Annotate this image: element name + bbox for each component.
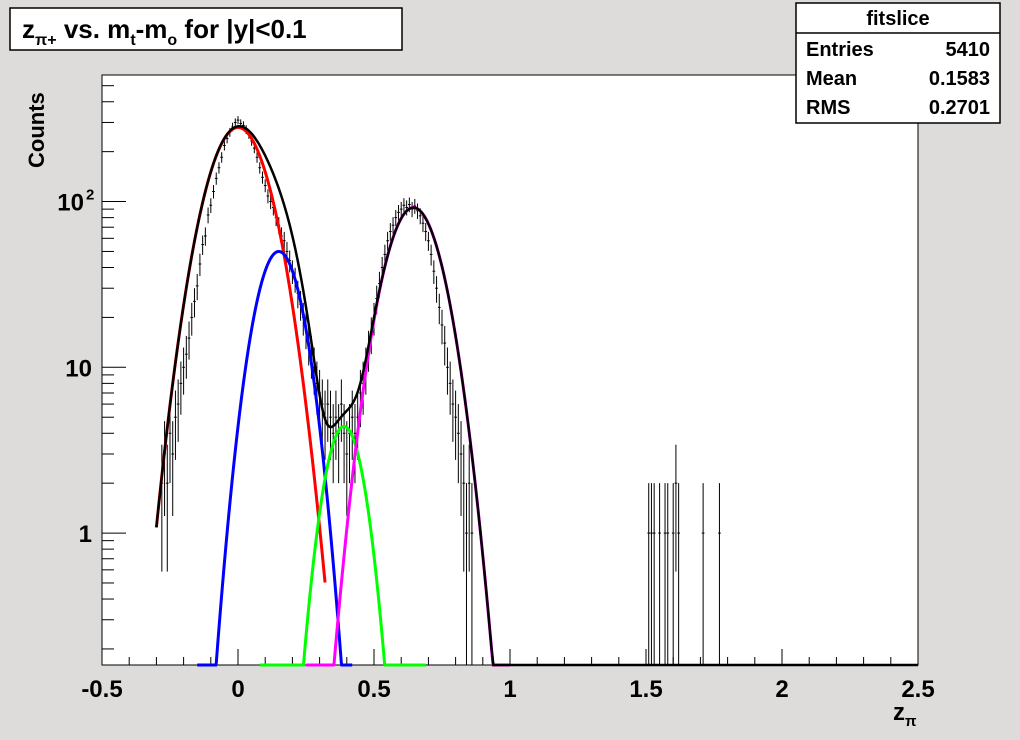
x-tick-label: -0.5 (81, 676, 122, 703)
fit-component-2 (197, 249, 353, 667)
x-tick-label: 2 (775, 676, 788, 703)
x-tick-label: 1 (503, 676, 516, 703)
chart-title: zπ+ vs. mt-mo for |y|<0.1 (22, 14, 307, 49)
stats-mean-label: Mean (806, 68, 857, 90)
fit-component-3 (259, 424, 426, 667)
fit-curves (154, 125, 918, 667)
y-axis-label: Counts (24, 92, 49, 168)
x-axis-label: zπ (893, 699, 917, 730)
x-tick-label: 2.5 (901, 676, 934, 703)
stats-entries-value: 5410 (946, 39, 991, 61)
stats-mean-value: 0.1583 (929, 68, 990, 90)
x-tick-label: 1.5 (629, 676, 662, 703)
x-tick-label: 0 (231, 676, 244, 703)
y-tick-label: 10 (57, 190, 84, 217)
y-tick-label: 10 (65, 355, 92, 382)
stats-rms-value: 0.2701 (929, 97, 990, 119)
chart-title-box: zπ+ vs. mt-mo for |y|<0.1 (9, 7, 403, 51)
y-tick-label-exponent: 2 (86, 187, 94, 204)
plot-frame (101, 74, 919, 666)
total-fit-curve (155, 125, 918, 667)
x-tick-label: 0.5 (357, 676, 390, 703)
y-tick-label: 1 (79, 521, 92, 548)
stats-box-title: fitslice (866, 8, 929, 30)
stats-box: fitslice Entries 5410 Mean 0.1583 RMS 0.… (795, 2, 1001, 124)
stats-entries-label: Entries (806, 39, 874, 61)
stats-rms-label: RMS (806, 97, 850, 119)
histogram (160, 116, 721, 665)
